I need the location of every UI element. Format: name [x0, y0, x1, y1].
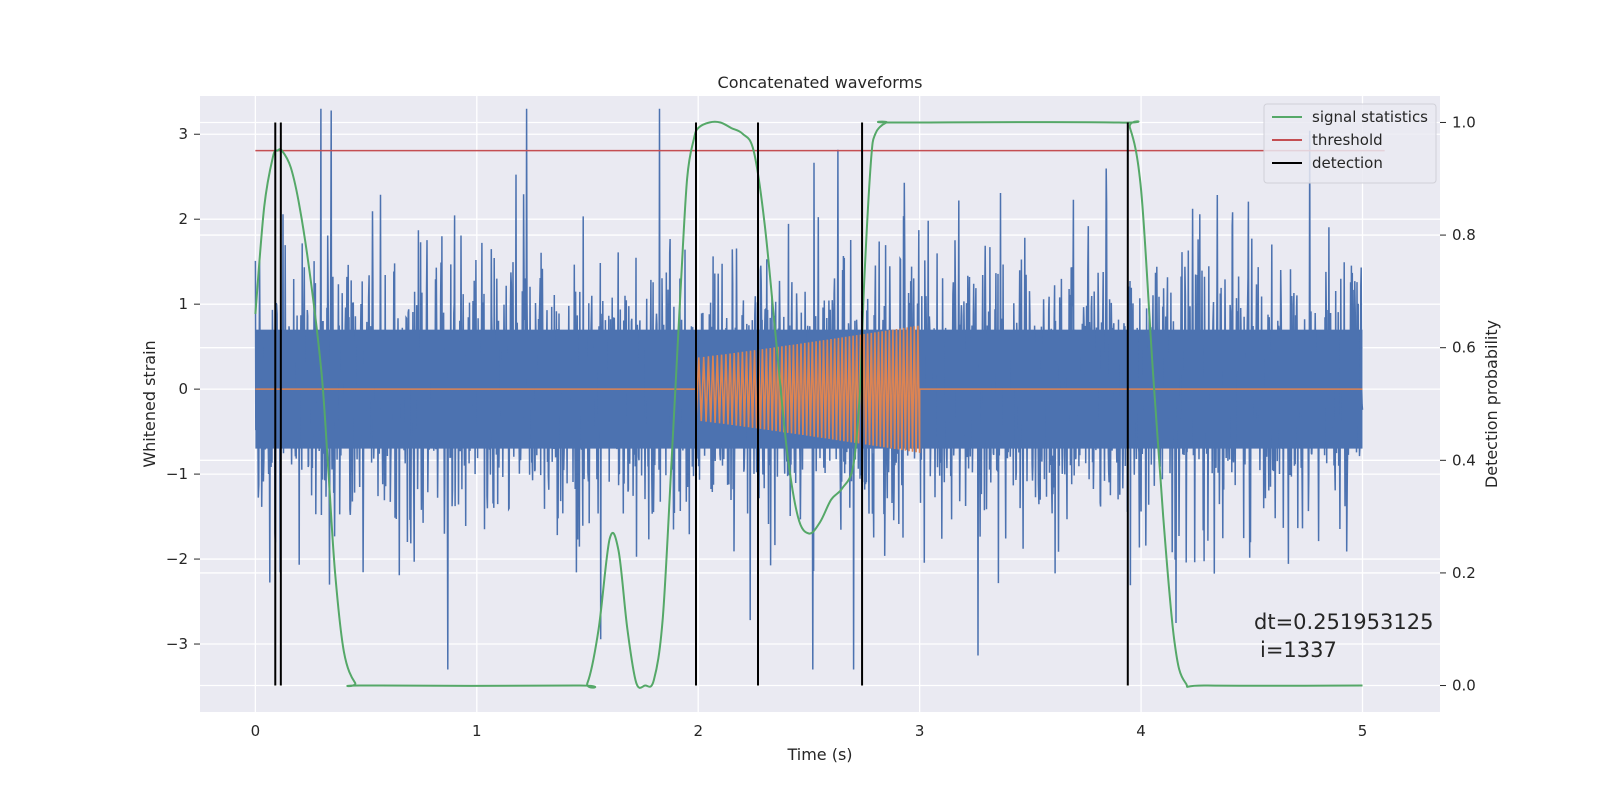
ticks: 0 1 2 3 4 5 −3 −2 −1 0 1 2 3 0.0 0.2 0.4 0.6 0.8 1.0: [166, 113, 1476, 740]
y2-axis-label: Detection probability: [1482, 320, 1501, 488]
y2-tick-label: 0.0: [1452, 677, 1476, 695]
y-tick-label: 1: [178, 295, 188, 313]
x-tick-label: 1: [472, 722, 482, 740]
x-tick-label: 2: [693, 722, 703, 740]
x-tick-label: 0: [251, 722, 261, 740]
y-tick-label: −3: [166, 635, 188, 653]
x-tick-label: 4: [1136, 722, 1146, 740]
y2-tick-label: 0.8: [1452, 226, 1476, 244]
legend-label-signal-statistics: signal statistics: [1312, 108, 1428, 126]
x-tick-label: 3: [915, 722, 925, 740]
legend: signal statistics threshold detection: [1263, 103, 1437, 184]
injection-line: [255, 325, 1363, 453]
y-tick-label: −2: [166, 550, 188, 568]
x-tick-label: 5: [1358, 722, 1368, 740]
y-tick-label: 3: [178, 125, 188, 143]
plot-area: [254, 108, 1385, 689]
signal-statistics-line: [254, 120, 1363, 689]
y-axis-label: Whitened strain: [140, 340, 159, 467]
y-tick-label: −1: [166, 465, 188, 483]
chart-title: Concatenated waveforms: [718, 73, 923, 92]
x-axis-label: Time (s): [786, 745, 852, 764]
y2-tick-label: 0.4: [1452, 451, 1476, 469]
legend-label-detection: detection: [1312, 154, 1383, 172]
y2-tick-label: 1.0: [1452, 113, 1476, 131]
y-tick-label: 2: [178, 210, 188, 228]
annotation-i: i=1337: [1260, 638, 1337, 662]
y2-tick-label: 0.2: [1452, 564, 1476, 582]
y-tick-label: 0: [178, 380, 188, 398]
annotation-dt: dt=0.251953125: [1254, 610, 1433, 634]
legend-label-threshold: threshold: [1312, 131, 1383, 149]
y2-tick-label: 0.6: [1452, 339, 1476, 357]
legend-box: [1263, 103, 1437, 184]
